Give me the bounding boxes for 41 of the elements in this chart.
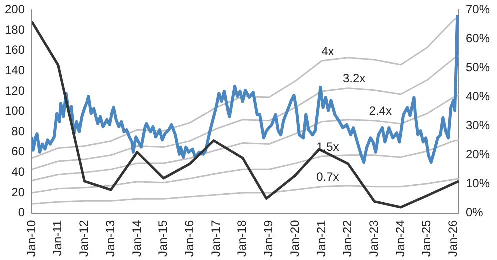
x-tick-label: Jan-21 <box>314 220 328 258</box>
x-tick-label: Jan-19 <box>262 220 276 258</box>
y2-tick-label: 0% <box>466 206 484 220</box>
annotation: 1.5x <box>316 140 340 154</box>
x-tick-label: Jan-24 <box>393 220 408 258</box>
y-tick-label: 140 <box>4 63 26 78</box>
y-tick-label: 0 <box>18 206 26 220</box>
y-tick-label: 40 <box>12 165 26 179</box>
y2-tick-label: 60% <box>466 32 490 46</box>
y-tick-label: 160 <box>4 43 26 58</box>
y2-tick-label: 20% <box>466 148 490 162</box>
x-tick-label: Jan-25 <box>420 220 434 258</box>
y-tick-label: 180 <box>4 22 26 37</box>
x-tick-label: Jan-22 <box>340 220 355 258</box>
x-tick-label: Jan-16 <box>182 220 196 258</box>
annotation: 2.4x <box>369 104 392 118</box>
y-tick-label: 80 <box>12 124 26 138</box>
y-tick-label: 100 <box>4 104 26 118</box>
x-tick-label: Jan-23 <box>366 220 381 258</box>
x-tick-label: Jan-20 <box>288 220 302 258</box>
x-tick-label: Jan-17 <box>208 220 223 258</box>
x-tick-label: Jan-14 <box>130 220 144 258</box>
y-tick-label: 200 <box>4 2 26 17</box>
annotation: 4x <box>322 44 334 58</box>
y2-tick-label: 30% <box>466 118 490 133</box>
y-tick-label: 20 <box>12 185 26 200</box>
y2-tick-label: 50% <box>466 60 490 75</box>
y-tick-label: 60 <box>12 144 26 159</box>
y2-tick-label: 40% <box>466 90 490 104</box>
y2-tick-label: 70% <box>466 2 490 17</box>
x-tick-label: Jan-13 <box>103 220 118 258</box>
x-tick-label: Jan-18 <box>235 220 250 258</box>
x-tick-label: Jan-11 <box>50 220 65 256</box>
annotation: 3.2x <box>342 72 366 86</box>
y2-tick-label: 10% <box>466 176 490 191</box>
x-tick-label: Jan-10 <box>24 220 38 258</box>
x-tick-label: Jan-15 <box>156 220 170 258</box>
y-tick-label: 120 <box>4 84 26 98</box>
x-tick-label: Jan-26 <box>446 220 460 258</box>
x-tick-label: Jan-12 <box>77 220 92 258</box>
annotation: 0.7x <box>316 170 340 184</box>
